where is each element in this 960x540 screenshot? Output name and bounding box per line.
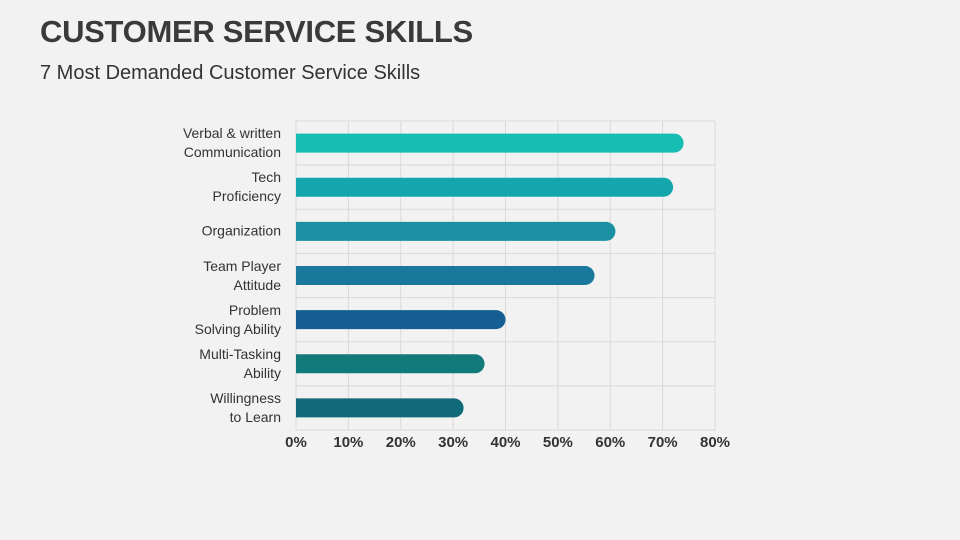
bar [296,177,674,197]
x-tick-label: 60% [595,434,625,451]
x-tick-label: 50% [543,434,573,451]
x-tick-label: 10% [333,434,363,451]
slide-subtitle: 7 Most Demanded Customer Service Skills [40,62,421,84]
y-tick-label: Organization [201,222,281,239]
y-tick-label: Verbal & written Communication [182,125,281,161]
x-tick-label: 80% [700,434,730,451]
y-tick-label: Multi-Tasking Ability [199,345,281,381]
bar [296,266,595,285]
slide-title: CUSTOMER SERVICE SKILLS [40,14,473,49]
x-tick-label: 20% [386,434,416,451]
x-tick-label: 70% [648,434,678,451]
bar [296,398,464,418]
y-tick-label: Problem Solving Ability [194,301,281,337]
bar [296,310,506,330]
y-tick-label: Team Player Attitude [203,257,281,293]
bar [296,354,485,374]
y-tick-label: Tech Proficiency [212,169,281,205]
y-tick-label: Willingness to Learn [210,389,281,425]
x-tick-label: 30% [438,434,468,451]
x-tick-label: 40% [490,434,520,451]
bar [296,221,616,241]
x-tick-label: 0% [285,434,307,451]
bar [296,133,684,153]
